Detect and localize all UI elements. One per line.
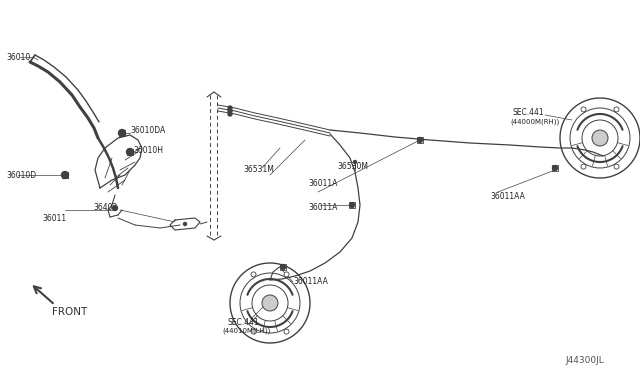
FancyBboxPatch shape	[417, 137, 423, 143]
Circle shape	[284, 329, 289, 334]
Circle shape	[251, 329, 256, 334]
Text: 36010: 36010	[6, 52, 30, 61]
Text: (44000M(RH)): (44000M(RH))	[510, 118, 559, 125]
Circle shape	[262, 295, 278, 311]
Circle shape	[228, 109, 232, 113]
Circle shape	[284, 272, 289, 277]
FancyBboxPatch shape	[62, 172, 68, 178]
Text: 36011A: 36011A	[308, 203, 337, 212]
Text: (44010M(LH)): (44010M(LH))	[222, 328, 270, 334]
Circle shape	[228, 112, 232, 116]
Text: 36010H: 36010H	[133, 145, 163, 154]
Circle shape	[349, 202, 355, 208]
Circle shape	[184, 222, 186, 225]
FancyBboxPatch shape	[349, 202, 355, 208]
Text: SEC.441: SEC.441	[227, 318, 259, 327]
Text: 36011A: 36011A	[308, 179, 337, 188]
Circle shape	[251, 272, 256, 277]
Circle shape	[581, 164, 586, 169]
Text: 36402: 36402	[93, 202, 117, 212]
Text: FRONT: FRONT	[52, 307, 87, 317]
Circle shape	[417, 138, 422, 142]
Circle shape	[614, 107, 619, 112]
Text: 36011AA: 36011AA	[490, 192, 525, 201]
FancyBboxPatch shape	[552, 165, 558, 171]
Circle shape	[280, 264, 285, 269]
Circle shape	[127, 148, 134, 155]
Circle shape	[552, 166, 557, 170]
Circle shape	[614, 164, 619, 169]
Circle shape	[113, 205, 118, 211]
Text: 36530M: 36530M	[337, 162, 368, 171]
Text: 36010DA: 36010DA	[130, 125, 165, 135]
Text: 36011: 36011	[42, 214, 66, 222]
Circle shape	[581, 107, 586, 112]
Circle shape	[592, 130, 608, 146]
Text: 36531M: 36531M	[243, 165, 274, 174]
Circle shape	[118, 129, 125, 137]
FancyBboxPatch shape	[119, 130, 125, 136]
FancyBboxPatch shape	[127, 149, 133, 155]
Text: SEC.441: SEC.441	[513, 108, 545, 117]
Circle shape	[353, 160, 356, 164]
Circle shape	[61, 171, 68, 179]
Text: 36010D: 36010D	[6, 170, 36, 180]
Text: 36011AA: 36011AA	[293, 278, 328, 286]
FancyBboxPatch shape	[280, 264, 286, 270]
Text: J44300JL: J44300JL	[565, 356, 604, 365]
Circle shape	[228, 106, 232, 110]
